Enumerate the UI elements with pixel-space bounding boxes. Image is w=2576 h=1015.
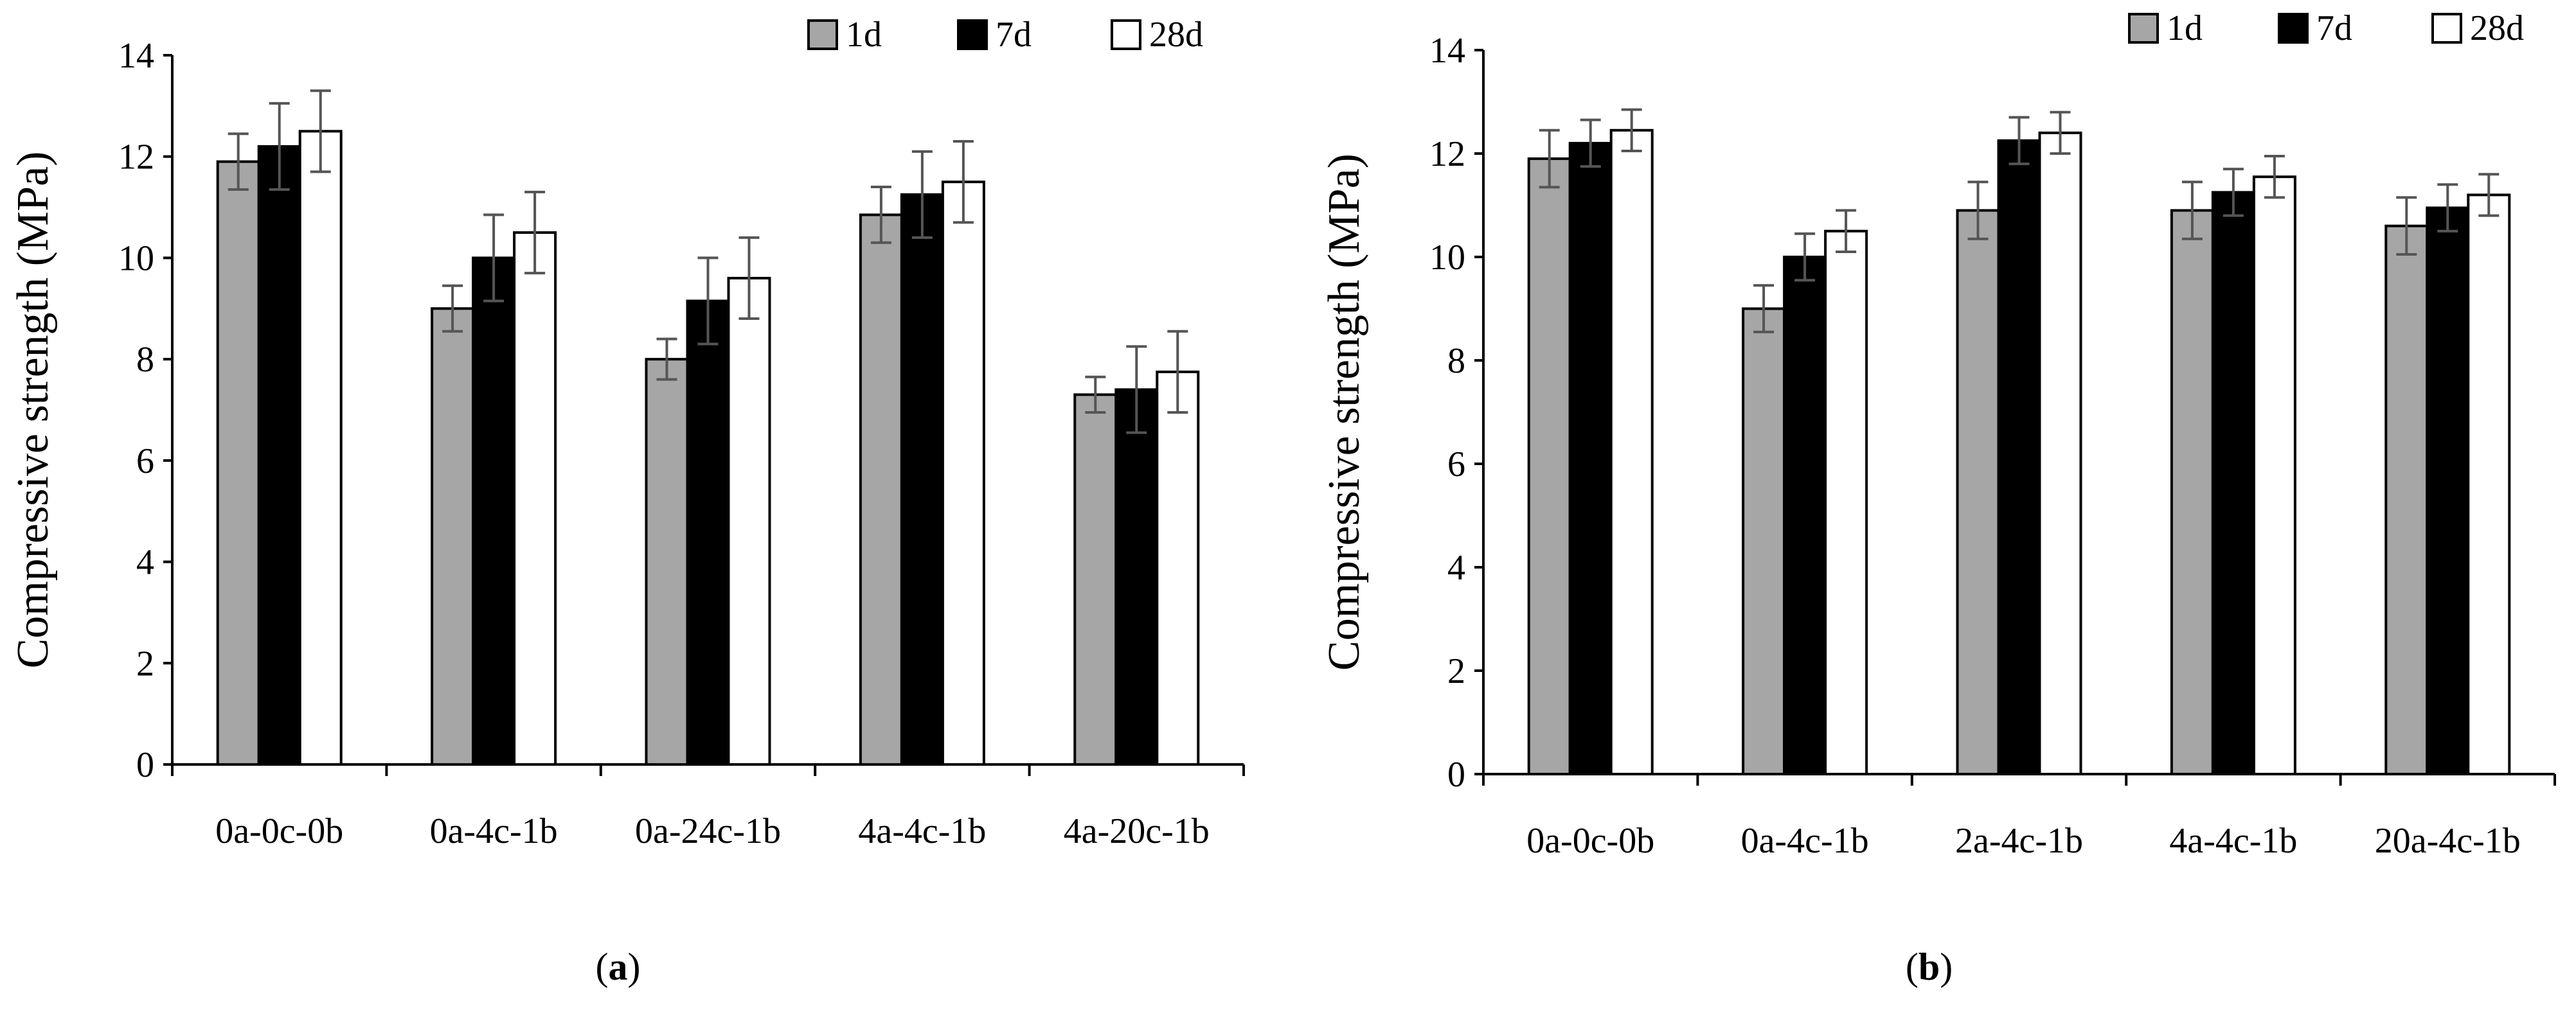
y-tick-label: 4 xyxy=(136,543,154,583)
x-tick-label: 0a-4c-1b xyxy=(430,811,558,851)
bar-28d-2a-4c-1b xyxy=(2038,131,2082,776)
bar-7d-0a-0c-0b xyxy=(257,145,301,766)
bar-1d-4a-4c-1b xyxy=(2170,209,2214,775)
bar-28d-0a-0c-0b xyxy=(298,130,343,766)
x-tick-label: 0a-0c-0b xyxy=(215,811,343,851)
panel-label-panel-letter: b xyxy=(1919,946,1940,988)
panel-label: (a) xyxy=(596,946,641,988)
panel-label-panel-label-close: ) xyxy=(628,946,641,988)
legend-label-1d: 1d xyxy=(846,15,882,55)
legend-label-7d: 7d xyxy=(2316,8,2352,48)
y-tick-label: 8 xyxy=(136,340,154,380)
bar-1d-0a-0c-0b xyxy=(1527,157,1571,776)
x-tick-label: 4a-4c-1b xyxy=(858,811,986,851)
y-tick-label: 12 xyxy=(1429,134,1465,174)
bar-1d-0a-4c-1b xyxy=(431,307,475,766)
x-tick-label: 4a-20c-1b xyxy=(1064,811,1210,851)
legend-label-7d: 7d xyxy=(996,15,1032,55)
y-tick-label: 14 xyxy=(118,36,154,76)
bar-7d-4a-4c-1b xyxy=(2211,191,2255,775)
bar-28d-0a-0c-0b xyxy=(1609,128,1654,775)
panel-label-panel-letter: a xyxy=(609,946,628,988)
y-tick-label: 12 xyxy=(118,137,154,177)
y-tick-label: 10 xyxy=(118,238,154,278)
bar-7d-4a-4c-1b xyxy=(900,193,944,766)
bar-7d-0a-4c-1b xyxy=(472,256,516,766)
bar-1d-4a-20c-1b xyxy=(1073,393,1118,766)
y-tick-label: 6 xyxy=(1447,445,1465,484)
y-tick-label: 0 xyxy=(136,745,154,785)
bar-28d-4a-20c-1b xyxy=(1156,370,1200,766)
y-axis-title: Compressive strength (MPa) xyxy=(8,152,58,669)
bar-1d-20a-4c-1b xyxy=(2384,224,2429,775)
bar-1d-2a-4c-1b xyxy=(1956,209,2000,775)
bar-7d-0a-0c-0b xyxy=(1568,141,1613,775)
legend-swatch-7d xyxy=(957,19,988,50)
y-tick-label: 2 xyxy=(1447,651,1465,691)
y-tick-label: 6 xyxy=(136,441,154,481)
legend-label-28d: 28d xyxy=(2470,8,2524,48)
bar-28d-0a-4c-1b xyxy=(1824,229,1868,775)
bar-7d-0a-4c-1b xyxy=(1783,256,1827,775)
bar-28d-4a-4c-1b xyxy=(941,181,985,766)
bar-28d-4a-4c-1b xyxy=(2252,175,2296,776)
x-tick-label: 2a-4c-1b xyxy=(1955,821,2083,861)
legend-swatch-28d xyxy=(2431,13,2462,44)
panel-label: (b) xyxy=(1906,946,1953,988)
x-tick-label: 0a-0c-0b xyxy=(1526,821,1654,861)
y-tick-label: 8 xyxy=(1447,341,1465,381)
panel-label-panel-label-close: ) xyxy=(1940,946,1953,988)
y-tick-label: 10 xyxy=(1429,238,1465,278)
bar-28d-0a-4c-1b xyxy=(513,231,557,766)
y-tick-label: 4 xyxy=(1447,548,1465,588)
panel-label-panel-label-open: ( xyxy=(596,946,609,988)
panel-label-panel-label-open: ( xyxy=(1906,946,1919,988)
bar-1d-0a-4c-1b xyxy=(1742,307,1786,775)
bar-7d-4a-20c-1b xyxy=(1114,388,1159,766)
x-tick-label: 20a-4c-1b xyxy=(2375,821,2521,861)
chart-panel-b: 0 2 4 6 8 10 12 14 0a-0c-0b 0a-4c-1b 2a-4c-1b 4a-4c… xyxy=(1319,8,2556,988)
bar-1d-4a-4c-1b xyxy=(859,213,903,766)
bar-7d-20a-4c-1b xyxy=(2426,206,2470,775)
legend-swatch-7d xyxy=(2278,13,2309,44)
legend-swatch-1d xyxy=(807,19,838,50)
bar-28d-20a-4c-1b xyxy=(2467,193,2511,775)
legend-swatch-1d xyxy=(2128,13,2159,44)
bar-28d-0a-24c-1b xyxy=(727,276,771,766)
x-tick-label: 4a-4c-1b xyxy=(2169,821,2297,861)
legend-label-1d: 1d xyxy=(2167,8,2203,48)
chart-panel-a: 0 2 4 6 8 10 12 14 0a-0c-0b 0a-4c-1b 0a-24c-1b 4a-4… xyxy=(8,15,1245,988)
bar-1d-0a-0c-0b xyxy=(216,160,260,766)
x-tick-label: 0a-4c-1b xyxy=(1741,821,1869,861)
y-axis-title: Compressive strength (MPa) xyxy=(1319,154,1369,671)
y-tick-label: 2 xyxy=(136,644,154,684)
legend-label-28d: 28d xyxy=(1149,15,1203,55)
y-tick-label: 0 xyxy=(1447,755,1465,795)
legend-swatch-28d xyxy=(1111,19,1141,50)
bar-7d-0a-24c-1b xyxy=(686,299,730,766)
x-tick-label: 0a-24c-1b xyxy=(635,811,781,851)
bar-1d-0a-24c-1b xyxy=(645,358,689,766)
bar-7d-2a-4c-1b xyxy=(1997,139,2041,775)
y-tick-label: 14 xyxy=(1429,31,1465,71)
